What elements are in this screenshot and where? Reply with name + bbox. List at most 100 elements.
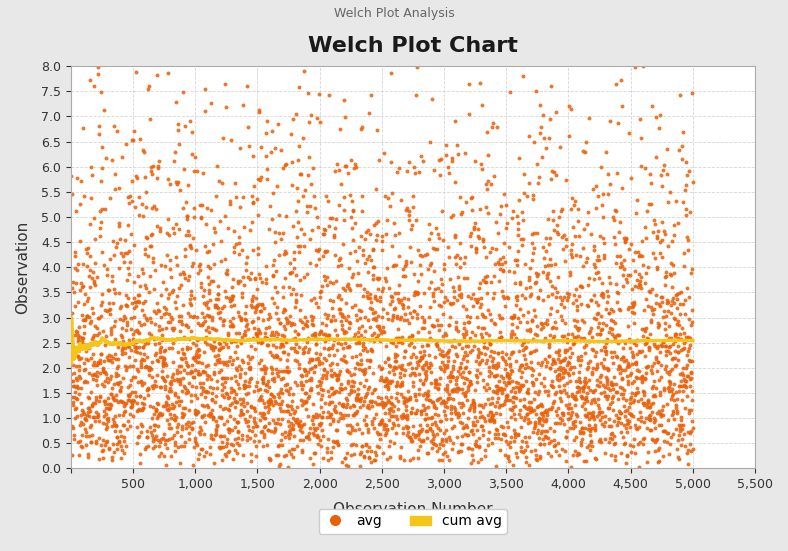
avg: [540, 361, 552, 370]
avg: [141, 353, 154, 361]
avg: [463, 377, 476, 386]
avg: [325, 344, 338, 353]
avg: [173, 284, 186, 293]
avg: [439, 414, 452, 423]
avg: [350, 338, 362, 347]
avg: [108, 185, 121, 194]
avg: [218, 336, 231, 345]
avg: [680, 371, 693, 380]
avg: [87, 361, 99, 370]
avg: [623, 334, 635, 343]
avg: [427, 432, 440, 441]
avg: [386, 189, 399, 198]
avg: [191, 347, 203, 355]
avg: [425, 368, 437, 376]
avg: [195, 425, 207, 434]
avg: [365, 344, 377, 353]
avg: [300, 397, 313, 406]
avg: [219, 403, 232, 412]
avg: [686, 445, 699, 454]
avg: [327, 414, 340, 423]
avg: [217, 374, 230, 383]
avg: [540, 246, 552, 255]
avg: [161, 443, 173, 452]
avg: [265, 330, 277, 339]
avg: [86, 371, 98, 380]
avg: [567, 451, 579, 460]
avg: [331, 436, 344, 445]
avg: [296, 372, 308, 381]
avg: [629, 282, 641, 290]
avg: [400, 396, 412, 405]
avg: [334, 308, 347, 317]
avg: [214, 314, 227, 322]
avg: [191, 370, 204, 379]
avg: [365, 346, 377, 355]
avg: [268, 374, 281, 383]
avg: [348, 450, 360, 458]
avg: [219, 269, 232, 278]
avg: [322, 331, 335, 339]
avg: [299, 312, 311, 321]
avg: [379, 401, 392, 409]
avg: [490, 382, 503, 391]
avg: [235, 431, 247, 440]
avg: [132, 271, 144, 280]
avg: [468, 406, 481, 415]
avg: [630, 196, 643, 204]
avg: [155, 312, 168, 321]
avg: [564, 363, 577, 371]
avg: [400, 316, 413, 325]
avg: [240, 320, 253, 329]
avg: [671, 304, 683, 312]
avg: [139, 245, 151, 254]
avg: [162, 405, 175, 414]
avg: [668, 299, 681, 307]
avg: [470, 442, 482, 451]
avg: [586, 363, 599, 372]
avg: [305, 376, 318, 385]
avg: [223, 317, 236, 326]
avg: [671, 295, 683, 304]
avg: [469, 439, 481, 448]
avg: [303, 428, 315, 437]
avg: [341, 379, 354, 388]
avg: [100, 425, 113, 434]
avg: [132, 329, 145, 338]
avg: [80, 346, 92, 355]
avg: [456, 388, 469, 397]
avg: [454, 239, 466, 247]
avg: [201, 303, 214, 312]
avg: [114, 304, 127, 312]
avg: [547, 382, 559, 391]
avg: [463, 109, 475, 118]
avg: [169, 416, 181, 425]
avg: [646, 285, 659, 294]
avg: [188, 203, 200, 212]
avg: [106, 156, 118, 165]
avg: [373, 321, 385, 330]
avg: [585, 442, 598, 451]
avg: [553, 143, 566, 152]
avg: [102, 306, 115, 315]
avg: [78, 358, 91, 367]
avg: [366, 347, 378, 356]
avg: [200, 220, 213, 229]
avg: [645, 365, 657, 374]
avg: [173, 401, 185, 410]
avg: [126, 329, 139, 338]
avg: [125, 197, 138, 206]
avg: [173, 361, 185, 370]
avg: [246, 352, 258, 361]
avg: [575, 282, 588, 290]
avg: [328, 388, 340, 397]
avg: [149, 376, 162, 385]
avg: [426, 420, 438, 429]
avg: [271, 329, 284, 338]
avg: [392, 251, 405, 260]
avg: [508, 429, 521, 437]
avg: [83, 411, 95, 420]
avg: [275, 384, 288, 393]
avg: [450, 380, 463, 389]
avg: [629, 420, 641, 429]
